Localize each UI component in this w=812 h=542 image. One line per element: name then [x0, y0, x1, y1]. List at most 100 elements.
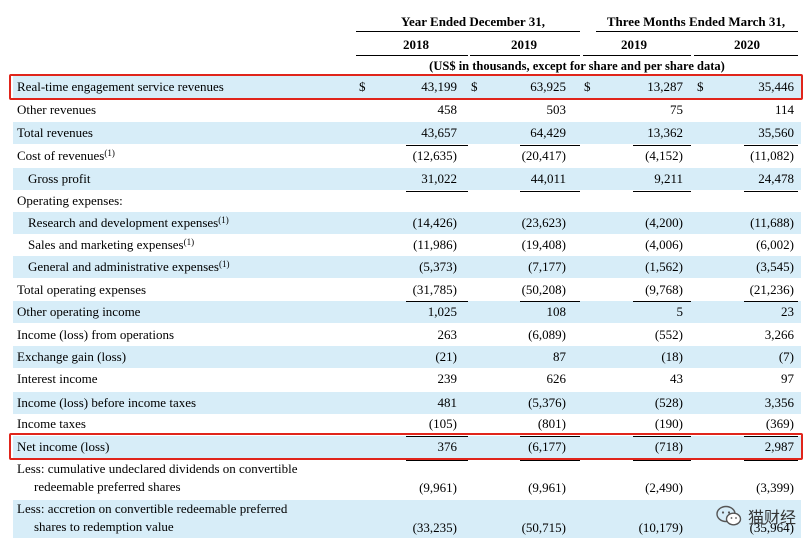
- footnote-marker: (1): [218, 259, 230, 269]
- value-cell: (4,200): [645, 215, 683, 230]
- row-label-text: Exchange gain (loss): [17, 349, 127, 364]
- subtotal-rule: [406, 145, 468, 146]
- row-label: Real-time engagement service revenues: [17, 76, 224, 98]
- table-row: Other operating income 1,025 108 5 23: [13, 301, 801, 323]
- subtotal-rule: [520, 145, 580, 146]
- row-label: Gross profit: [28, 168, 90, 190]
- year-col-4: 2020: [734, 37, 760, 52]
- row-label: Less: cumulative undeclared dividends on…: [17, 460, 298, 496]
- value-cell: (6,002): [756, 237, 794, 252]
- table-row: Net income (loss) 376 (6,177) (718) 2,987: [13, 436, 801, 458]
- footnote-marker: (1): [183, 237, 195, 247]
- row-label: Other operating income: [17, 301, 140, 323]
- value-cell: (3,399): [756, 480, 794, 495]
- subtotal-rule: [633, 301, 691, 302]
- value-cell: 13,362: [647, 125, 683, 140]
- table-row: Total operating expenses (31,785) (50,208)…: [13, 279, 801, 301]
- value-cell: (23,623): [521, 215, 566, 230]
- value-cell: (14,426): [412, 215, 457, 230]
- value-cell: 13,287: [647, 79, 683, 94]
- subtotal-rule: [520, 301, 580, 302]
- row-label: Operating expenses:: [17, 191, 123, 211]
- row-label: Less: accretion on convertible redeemabl…: [17, 500, 287, 536]
- table-row: General and administrative expenses(1) (5…: [13, 256, 801, 278]
- value-cell: 43,199: [421, 79, 457, 94]
- table-row: Income (loss) before income taxes 481 (5,3…: [13, 392, 801, 414]
- table-row: Less: cumulative undeclared dividends on…: [13, 460, 801, 498]
- year-rule-2: [470, 55, 580, 56]
- subtotal-rule: [520, 191, 580, 192]
- row-label: Cost of revenues(1): [17, 145, 115, 167]
- value-cell: (50,715): [521, 520, 566, 535]
- value-cell: (4,152): [645, 148, 683, 163]
- value-cell: (9,961): [419, 480, 457, 495]
- value-cell: 263: [437, 327, 458, 342]
- value-cell: 63,925: [530, 79, 566, 94]
- value-cell: (11,986): [413, 237, 457, 252]
- value-cell: (190): [654, 416, 683, 431]
- table-row: Exchange gain (loss) (21) 87 (18) (7): [13, 346, 801, 368]
- subtotal-rule: [744, 191, 798, 192]
- value-cell: (50,208): [521, 282, 566, 297]
- value-cell: (9,768): [645, 282, 683, 297]
- row-label-line-1: Less: accretion on convertible redeemabl…: [17, 501, 288, 516]
- header-three-months: Three Months Ended March 31,: [606, 14, 786, 29]
- value-cell: (552): [654, 327, 683, 342]
- value-cell: (11,082): [750, 148, 794, 163]
- currency-symbol: $: [697, 79, 704, 94]
- value-cell: (31,785): [412, 282, 457, 297]
- subtotal-rule: [744, 301, 798, 302]
- value-cell: 458: [437, 102, 458, 117]
- table-row: Income (loss) from operations 263 (6,089) (…: [13, 324, 801, 346]
- value-cell: (12,635): [412, 148, 457, 163]
- table-row: Less: accretion on convertible redeemabl…: [13, 500, 801, 538]
- value-cell: 9,211: [654, 171, 683, 186]
- row-label-text: Income (loss) from operations: [17, 327, 175, 342]
- table-row: Total revenues 43,657 64,429 13,362 35,560: [13, 122, 801, 144]
- value-cell: 503: [546, 102, 567, 117]
- row-label-text: Cost of revenues: [17, 148, 105, 163]
- subtotal-rule: [744, 145, 798, 146]
- row-label: Exchange gain (loss): [17, 346, 126, 368]
- value-cell: (11,688): [750, 215, 794, 230]
- value-cell: 43: [670, 371, 683, 386]
- value-cell: 239: [437, 371, 458, 386]
- row-label-text: General and administrative expenses: [28, 259, 219, 274]
- subtotal-rule: [406, 191, 468, 192]
- row-label-text: Operating expenses:: [17, 193, 123, 208]
- row-label: Income (loss) from operations: [17, 324, 174, 346]
- value-cell: (19,408): [521, 237, 566, 252]
- year-col-3: 2019: [621, 37, 647, 52]
- value-cell: 44,011: [530, 171, 566, 186]
- table-row: Sales and marketing expenses(1) (11,986) (…: [13, 234, 801, 256]
- footnote-marker: (1): [104, 148, 115, 158]
- row-label: Income taxes: [17, 414, 86, 434]
- year-rule-1: [356, 55, 468, 56]
- value-cell: 35,560: [758, 125, 794, 140]
- value-cell: 75: [670, 102, 683, 117]
- value-cell: (105): [428, 416, 457, 431]
- value-cell: (6,177): [528, 439, 566, 454]
- row-label-text: Income (loss) before income taxes: [17, 395, 197, 410]
- value-cell: 481: [437, 395, 458, 410]
- value-cell: (10,179): [638, 520, 683, 535]
- row-label-line-2: redeemable preferred shares: [34, 479, 181, 494]
- subtotal-rule: [744, 436, 798, 437]
- currency-symbol: $: [584, 79, 591, 94]
- row-label-text: Real-time engagement service revenues: [17, 79, 224, 94]
- row-label-text: Net income (loss): [17, 439, 110, 454]
- value-cell: 24,478: [758, 171, 794, 186]
- value-cell: (7,177): [528, 259, 566, 274]
- value-cell: 23: [781, 304, 794, 319]
- table-row: Cost of revenues(1) (12,635) (20,417) (4,15…: [13, 145, 801, 167]
- row-label: Sales and marketing expenses(1): [28, 234, 194, 256]
- row-label-text: Income taxes: [17, 416, 86, 431]
- value-cell: (1,562): [645, 259, 683, 274]
- row-label-text: Gross profit: [28, 171, 91, 186]
- row-label-text: Total revenues: [17, 125, 93, 140]
- table-row: Interest income 239 626 43 97: [13, 368, 801, 390]
- value-cell: 31,022: [421, 171, 457, 186]
- row-label: Net income (loss): [17, 436, 109, 458]
- row-label: Total revenues: [17, 122, 93, 144]
- subtotal-rule: [406, 436, 468, 437]
